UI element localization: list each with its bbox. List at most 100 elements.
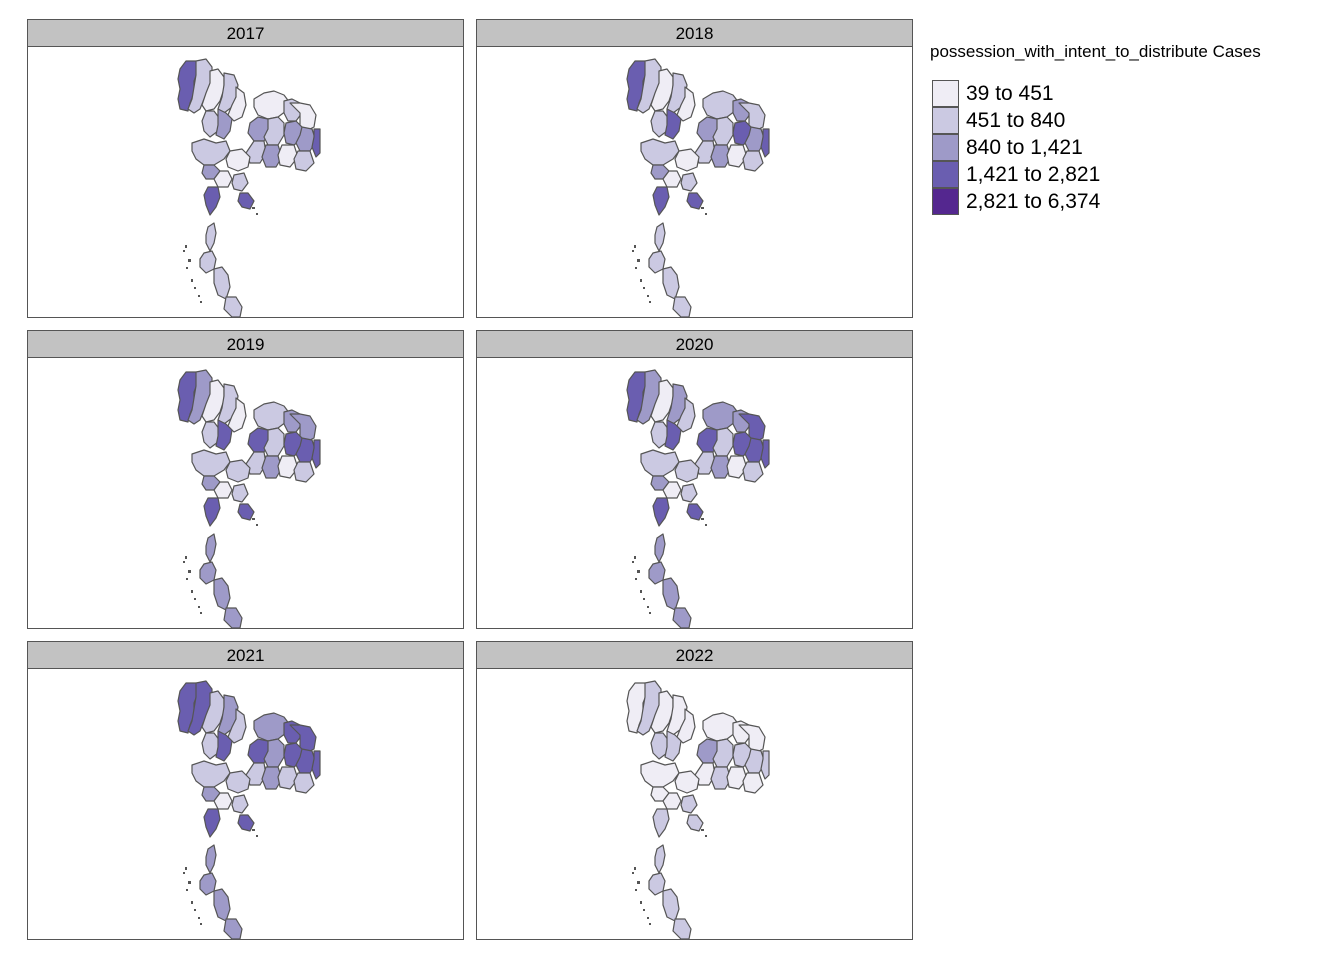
legend-label: 39 to 451: [966, 82, 1054, 105]
province-region: [680, 794, 698, 814]
province-region: [187, 680, 213, 736]
island-marker: [200, 923, 202, 925]
island-marker: [634, 245, 636, 248]
province-region: [311, 439, 321, 469]
legend-label: 2,821 to 6,374: [966, 190, 1101, 213]
province-region: [640, 760, 680, 788]
island-marker: [701, 207, 704, 209]
province-region: [738, 102, 766, 132]
island-marker: [649, 923, 651, 925]
island-marker: [186, 889, 188, 891]
island-marker: [256, 835, 258, 837]
province-region: [213, 577, 231, 611]
province-region: [213, 266, 231, 300]
map-2019: [177, 369, 321, 628]
province-region: [738, 724, 766, 754]
province-region: [674, 148, 700, 172]
province-region: [225, 770, 251, 794]
facet-title-2018: 2018: [477, 20, 912, 47]
island-marker: [635, 267, 637, 269]
province-region: [636, 369, 662, 425]
province-region: [223, 918, 243, 939]
island-marker: [188, 570, 191, 573]
island-marker: [647, 917, 649, 919]
facet-panel-2019: 2019: [27, 330, 464, 629]
island-marker: [252, 829, 255, 831]
province-region: [654, 533, 666, 563]
province-region: [277, 455, 299, 479]
province-region: [650, 732, 670, 760]
province-region: [742, 150, 764, 172]
province-region: [672, 296, 692, 317]
island-marker: [252, 518, 255, 520]
province-region: [201, 732, 221, 760]
province-region: [199, 561, 217, 585]
province-region: [203, 808, 221, 838]
province-region: [223, 296, 243, 317]
island-marker: [194, 287, 196, 289]
island-marker: [649, 612, 651, 614]
province-region: [686, 503, 704, 521]
province-region: [664, 419, 682, 451]
legend-label: 1,421 to 2,821: [966, 163, 1101, 186]
island-marker: [185, 245, 187, 248]
province-region: [191, 449, 231, 477]
island-marker: [256, 524, 258, 526]
province-region: [227, 86, 247, 122]
province-region: [215, 419, 233, 451]
province-region: [652, 497, 670, 527]
island-marker: [637, 259, 640, 262]
province-region: [293, 772, 315, 794]
facet-title-2019: 2019: [28, 331, 463, 358]
province-region: [636, 58, 662, 114]
island-marker: [200, 612, 202, 614]
island-marker: [649, 301, 651, 303]
island-marker: [643, 598, 645, 600]
province-region: [187, 369, 213, 425]
province-region: [289, 724, 317, 754]
province-region: [215, 108, 233, 140]
province-region: [191, 138, 231, 166]
legend-title: possession_with_intent_to_distribute Cas…: [930, 42, 1261, 61]
province-region: [213, 888, 231, 922]
island-marker: [256, 213, 258, 215]
province-region: [654, 844, 666, 874]
island-marker: [637, 881, 640, 884]
facet-title-2020: 2020: [477, 331, 912, 358]
island-marker: [194, 909, 196, 911]
island-marker: [640, 279, 642, 282]
province-region: [289, 413, 317, 443]
province-region: [664, 730, 682, 762]
province-region: [231, 794, 249, 814]
province-region: [676, 86, 696, 122]
province-region: [191, 760, 231, 788]
province-region: [203, 186, 221, 216]
island-marker: [185, 556, 187, 559]
legend-swatch: [932, 107, 959, 134]
island-marker: [186, 578, 188, 580]
province-region: [199, 872, 217, 896]
province-region: [203, 497, 221, 527]
province-region: [289, 102, 317, 132]
island-marker: [701, 829, 704, 831]
facet-title-2021: 2021: [28, 642, 463, 669]
province-region: [742, 772, 764, 794]
island-marker: [198, 606, 200, 608]
island-marker: [252, 207, 255, 209]
island-marker: [191, 279, 193, 282]
province-region: [201, 690, 225, 734]
province-region: [650, 110, 670, 138]
province-region: [215, 730, 233, 762]
province-region: [650, 68, 674, 112]
island-marker: [634, 867, 636, 870]
province-region: [277, 766, 299, 790]
province-region: [261, 455, 283, 479]
island-marker: [185, 867, 187, 870]
facet-panel-2021: 2021: [27, 641, 464, 940]
island-marker: [188, 259, 191, 262]
province-region: [710, 144, 732, 168]
map-2020: [626, 369, 770, 628]
province-region: [225, 148, 251, 172]
facet-title-2017: 2017: [28, 20, 463, 47]
legend-swatch: [932, 188, 959, 215]
